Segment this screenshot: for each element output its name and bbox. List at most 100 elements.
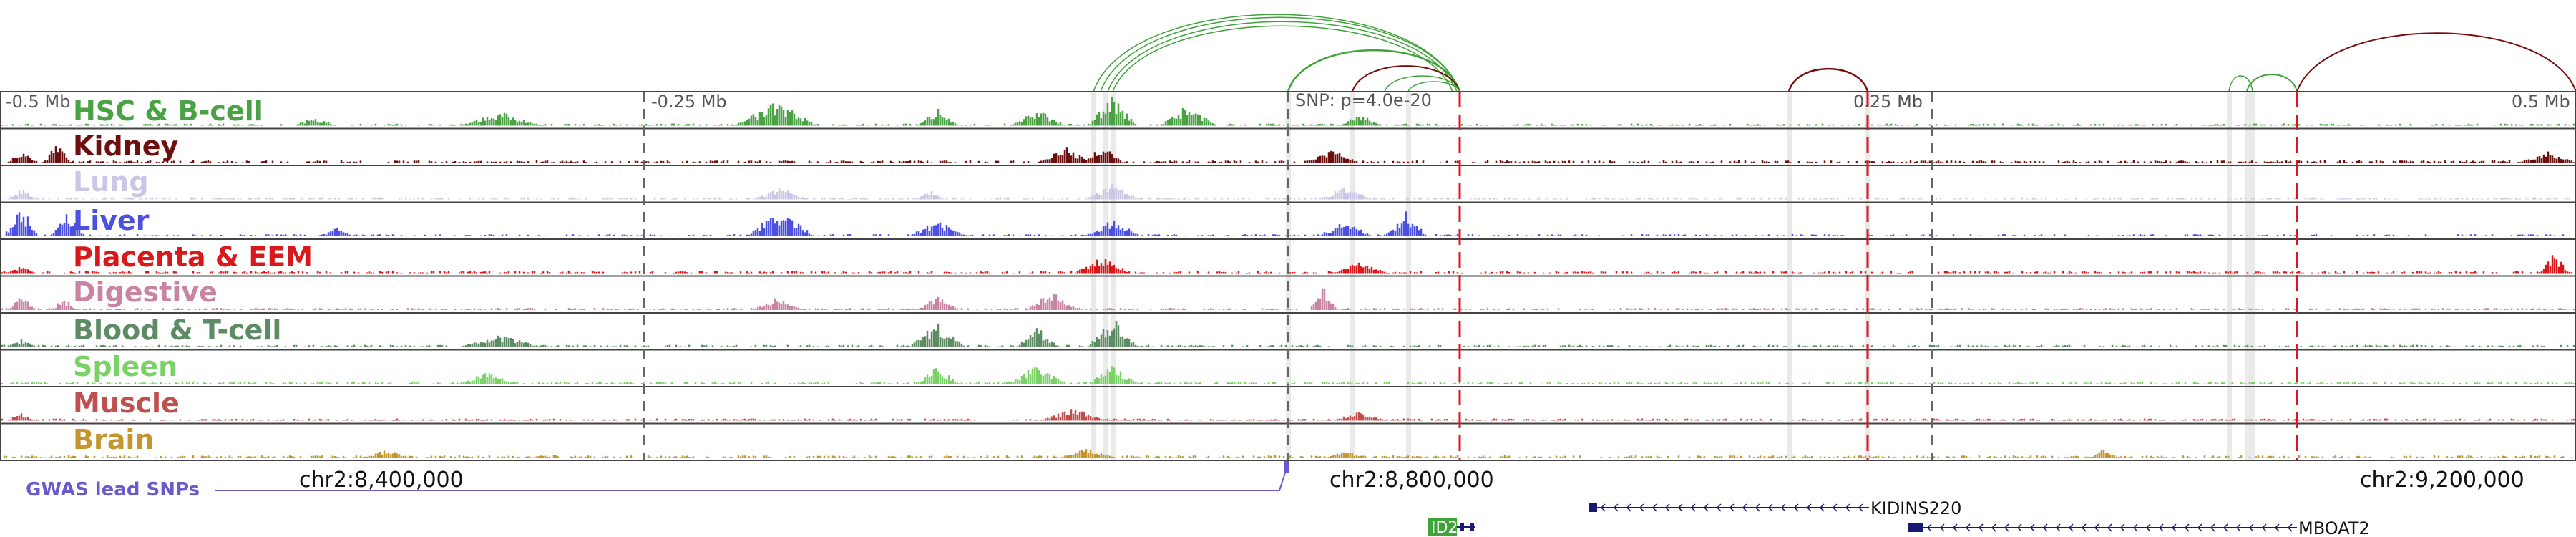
strand-arrow bbox=[2158, 523, 2164, 532]
strand-arrow bbox=[1780, 503, 1786, 512]
gene-mboat2: MBOAT2 bbox=[1908, 518, 2370, 537]
gene-label-box bbox=[1428, 518, 1457, 536]
signal-track bbox=[0, 255, 2576, 277]
strand-arrow bbox=[2223, 523, 2228, 532]
strand-arrow bbox=[1926, 523, 1932, 532]
coordinate-label: chr2:9,200,000 bbox=[2360, 468, 2524, 493]
strand-arrow bbox=[1819, 503, 1825, 512]
track-label-liver: Liver bbox=[73, 205, 150, 236]
loop-arc bbox=[2228, 75, 2253, 92]
strand-arrow bbox=[2235, 523, 2241, 532]
track-label-kidney: Kidney bbox=[73, 130, 178, 162]
gene-exon bbox=[1470, 523, 1474, 531]
track-label-muscle: Muscle bbox=[73, 387, 180, 419]
strand-arrow bbox=[1978, 523, 1984, 532]
track-signal bbox=[3, 184, 2571, 200]
strand-arrow bbox=[1845, 503, 1850, 512]
track-label-spleen: Spleen bbox=[73, 351, 177, 382]
strand-arrow bbox=[1991, 523, 1996, 532]
scale-mid-left-label: -0.25 Mb bbox=[651, 92, 727, 112]
signal-track bbox=[0, 288, 2576, 314]
track-signal bbox=[0, 449, 2573, 458]
strand-arrow bbox=[2197, 523, 2202, 532]
gene-strand-arrows bbox=[1926, 523, 2293, 532]
gene-id2: ID2 bbox=[1428, 518, 1475, 537]
track-label-digestive: Digestive bbox=[73, 276, 218, 308]
loop-arc bbox=[1287, 49, 1461, 92]
track-signal bbox=[0, 288, 2575, 310]
loop-arc bbox=[2246, 74, 2298, 92]
strand-arrow bbox=[2274, 523, 2280, 532]
gwas-snp-mark bbox=[1284, 461, 1289, 473]
strand-arrow bbox=[1626, 503, 1631, 512]
track-label-brain: Brain bbox=[73, 424, 154, 455]
strand-arrow bbox=[1690, 503, 1696, 512]
strand-arrow bbox=[2042, 523, 2048, 532]
gene-exon bbox=[1460, 523, 1464, 531]
track-signal bbox=[0, 321, 2575, 347]
strand-arrow bbox=[1664, 503, 1670, 512]
gwas-track: GWAS lead SNPs bbox=[26, 461, 1289, 500]
gene-exon bbox=[1589, 503, 1597, 512]
loop-arc bbox=[2296, 32, 2576, 92]
strand-arrow bbox=[1939, 523, 1945, 532]
strand-arrow bbox=[1952, 523, 1958, 532]
gene-label-kidins220: KIDINS220 bbox=[1870, 498, 1961, 518]
strand-arrow bbox=[1755, 503, 1760, 512]
gene-strand-arrows bbox=[1600, 503, 1863, 512]
gene-kidins220: KIDINS220 bbox=[1589, 498, 1961, 518]
coordinate-labels: chr2:8,400,000 chr2:8,800,000 chr2:9,200… bbox=[299, 468, 2524, 493]
strand-arrow bbox=[1652, 503, 1657, 512]
strand-arrow bbox=[1806, 503, 1812, 512]
track-signal bbox=[3, 211, 2569, 236]
strand-arrow bbox=[2184, 523, 2190, 532]
strand-arrow bbox=[2210, 523, 2215, 532]
strand-arrow bbox=[2004, 523, 2009, 532]
strand-arrow bbox=[1858, 503, 1863, 512]
loop-arc bbox=[1787, 67, 1869, 92]
chromatin-loop-arcs bbox=[1093, 14, 2576, 92]
scale-mid-right-label: 0.25 Mb bbox=[1853, 92, 1923, 112]
strand-arrow bbox=[1742, 503, 1747, 512]
track-signal bbox=[7, 146, 2575, 163]
loop-arc bbox=[1107, 21, 1458, 92]
strand-arrow bbox=[1703, 503, 1709, 512]
track-label-placenta-eem: Placenta & EEM bbox=[73, 241, 313, 273]
strand-arrow bbox=[2145, 523, 2151, 532]
strand-arrow bbox=[1767, 503, 1773, 512]
strand-arrow bbox=[1613, 503, 1619, 512]
gwas-leader-line bbox=[215, 463, 1289, 491]
strand-arrow bbox=[1832, 503, 1838, 512]
strand-arrow bbox=[2068, 523, 2074, 532]
strand-arrow bbox=[1729, 503, 1735, 512]
snp-pvalue-label: SNP: p=4.0e-20 bbox=[1295, 90, 1432, 110]
strand-arrow bbox=[2171, 523, 2177, 532]
track-label-hsc-b-cell: HSC & B-cell bbox=[73, 95, 263, 127]
track-signal bbox=[0, 409, 2575, 421]
strand-arrow bbox=[2261, 523, 2267, 532]
loop-arc bbox=[1112, 25, 1453, 92]
strand-arrow bbox=[2016, 523, 2022, 532]
gene-track: KIDINS220 MBOAT2 ID2 bbox=[1428, 498, 2370, 537]
strand-arrow bbox=[1965, 523, 1971, 532]
strand-arrow bbox=[2081, 523, 2087, 532]
scale-labels: -0.5 Mb -0.25 Mb SNP: p=4.0e-20 0.25 Mb … bbox=[6, 90, 2570, 112]
gene-exon bbox=[1908, 523, 1923, 532]
coordinate-label: chr2:8,400,000 bbox=[299, 468, 464, 493]
loop-arc bbox=[1352, 65, 1460, 92]
scale-left-label: -0.5 Mb bbox=[6, 92, 70, 112]
strand-arrow bbox=[2094, 523, 2099, 532]
strand-arrow bbox=[1639, 503, 1644, 512]
track-signal bbox=[0, 366, 2575, 384]
track-label-blood-t-cell: Blood & T-cell bbox=[73, 314, 281, 346]
gwas-label: GWAS lead SNPs bbox=[26, 479, 200, 500]
coordinate-label: chr2:8,800,000 bbox=[1330, 468, 1494, 493]
scale-right-label: 0.5 Mb bbox=[2512, 92, 2570, 112]
vertical-markers bbox=[643, 92, 2298, 460]
loop-arc bbox=[1100, 16, 1460, 92]
strand-arrow bbox=[2287, 523, 2293, 532]
strand-arrow bbox=[1793, 503, 1799, 512]
track-signal bbox=[0, 255, 2573, 274]
track-labels: HSC & B-cell Kidney Lung Liver Placenta … bbox=[73, 95, 313, 455]
